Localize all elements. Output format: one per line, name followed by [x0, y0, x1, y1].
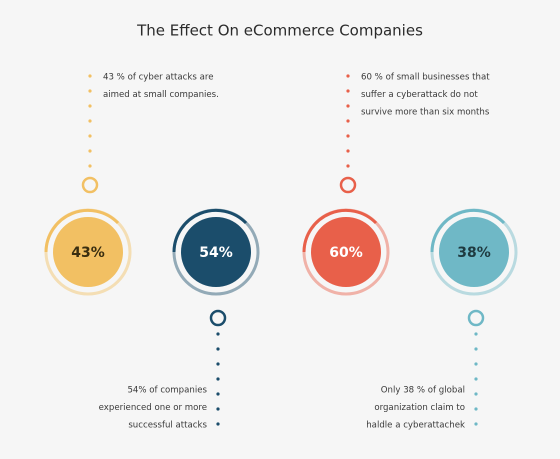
ring-arc [302, 208, 378, 253]
dot [346, 164, 350, 168]
dot [88, 164, 92, 168]
connector-ring [81, 176, 99, 194]
percent-circle [181, 217, 251, 287]
percent-label: 54% [199, 245, 233, 261]
dot [216, 377, 220, 381]
percent-label: 43% [71, 245, 105, 261]
dot [88, 74, 92, 78]
description: successful attacks [128, 421, 207, 431]
description: organization claim to [374, 403, 465, 413]
percent-circle [439, 217, 509, 287]
description: 43 % of cyber attacks are [103, 73, 213, 83]
dot [88, 89, 92, 93]
connector-ring [339, 176, 357, 194]
dot [474, 362, 478, 366]
dot [88, 149, 92, 153]
dot [88, 104, 92, 108]
connector-ring [467, 309, 485, 327]
description: 60 % of small businesses that [361, 73, 490, 83]
dot [474, 332, 478, 336]
percent-circle [311, 217, 381, 287]
percent-label: 38% [457, 245, 491, 261]
dot [216, 362, 220, 366]
description: aimed at small companies. [103, 90, 219, 100]
percent-label: 60% [329, 245, 363, 261]
dot [216, 392, 220, 396]
dot [216, 422, 220, 426]
dot [346, 119, 350, 123]
description: suffer a cyberattack do not [361, 90, 478, 100]
ring-arc [172, 208, 248, 253]
ring-arc [430, 208, 506, 253]
dot [474, 392, 478, 396]
connector-ring [209, 309, 227, 327]
dot [474, 377, 478, 381]
dot [346, 89, 350, 93]
description: haldle a cyberattachek [366, 421, 465, 431]
ring-arc [44, 208, 120, 253]
dot [346, 104, 350, 108]
dot [346, 149, 350, 153]
dot [474, 407, 478, 411]
description: Only 38 % of global [381, 386, 465, 396]
description: 54% of companies [127, 386, 207, 396]
description: survive more than six months [361, 108, 490, 118]
dot [88, 134, 92, 138]
dot [346, 134, 350, 138]
dot [216, 407, 220, 411]
dot [346, 74, 350, 78]
dot [474, 347, 478, 351]
description: experienced one or more [99, 403, 207, 413]
dot [474, 422, 478, 426]
title: The Effect On eCommerce Companies [136, 22, 423, 40]
dot [88, 119, 92, 123]
dot [216, 347, 220, 351]
percent-circle [53, 217, 123, 287]
dot [216, 332, 220, 336]
